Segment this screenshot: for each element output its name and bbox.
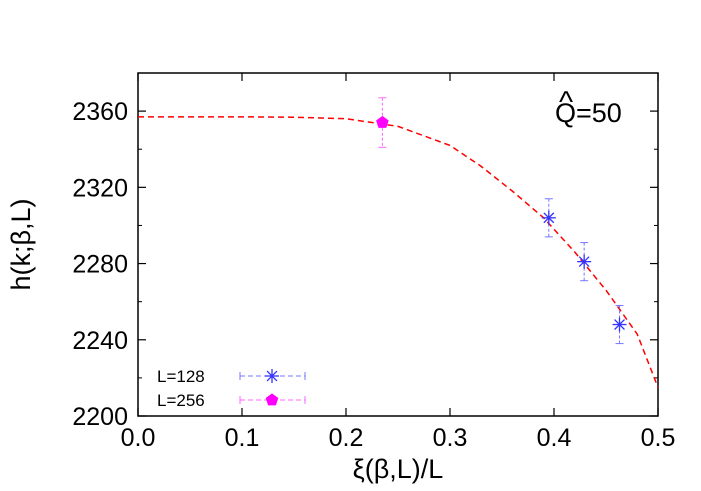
x-tick-label: 0.2: [329, 424, 364, 452]
axis-ticks: [137, 73, 659, 417]
data-point-l256-0: [376, 97, 389, 148]
x-tick-label: 0.5: [641, 424, 676, 452]
y-tick-label: 2280: [72, 251, 128, 279]
data-point-l128-2: [612, 304, 627, 345]
data-points-layer: [376, 97, 627, 345]
fit-curve-layer: [138, 116, 659, 388]
annotation-hat: ^: [559, 86, 573, 119]
data-point-l128-1: [577, 242, 592, 282]
x-tick-label: 0.1: [225, 424, 260, 452]
legend-label-l128: L=128: [157, 367, 205, 386]
legend-sample-l256: [239, 393, 306, 406]
x-tick-label: 0.0: [121, 424, 156, 452]
tick-labels: 0.0 0.1 0.2 0.3 0.4 0.5 2200 2240 2280 2320 2360: [72, 98, 675, 452]
y-tick-label: 2200: [72, 403, 128, 431]
x-tick-label: 0.3: [433, 424, 468, 452]
y-axis-label: h(k;β,L): [6, 198, 36, 290]
annotation-text: Q=50: [555, 98, 622, 128]
plot-frame: [137, 72, 659, 417]
fit-curve: [138, 116, 659, 388]
data-point-l128-0: [541, 198, 556, 238]
x-axis-label: ξ(β,L)/L: [353, 454, 444, 484]
annotation: ^ Q=50: [555, 86, 622, 128]
x-tick-label: 0.4: [537, 424, 572, 452]
y-tick-label: 2320: [72, 174, 128, 202]
y-tick-label: 2240: [72, 327, 128, 355]
legend-sample-l128: [239, 369, 306, 383]
y-tick-label: 2360: [72, 98, 128, 126]
legend: L=128 L=256: [157, 367, 306, 410]
legend-label-l256: L=256: [157, 391, 205, 410]
